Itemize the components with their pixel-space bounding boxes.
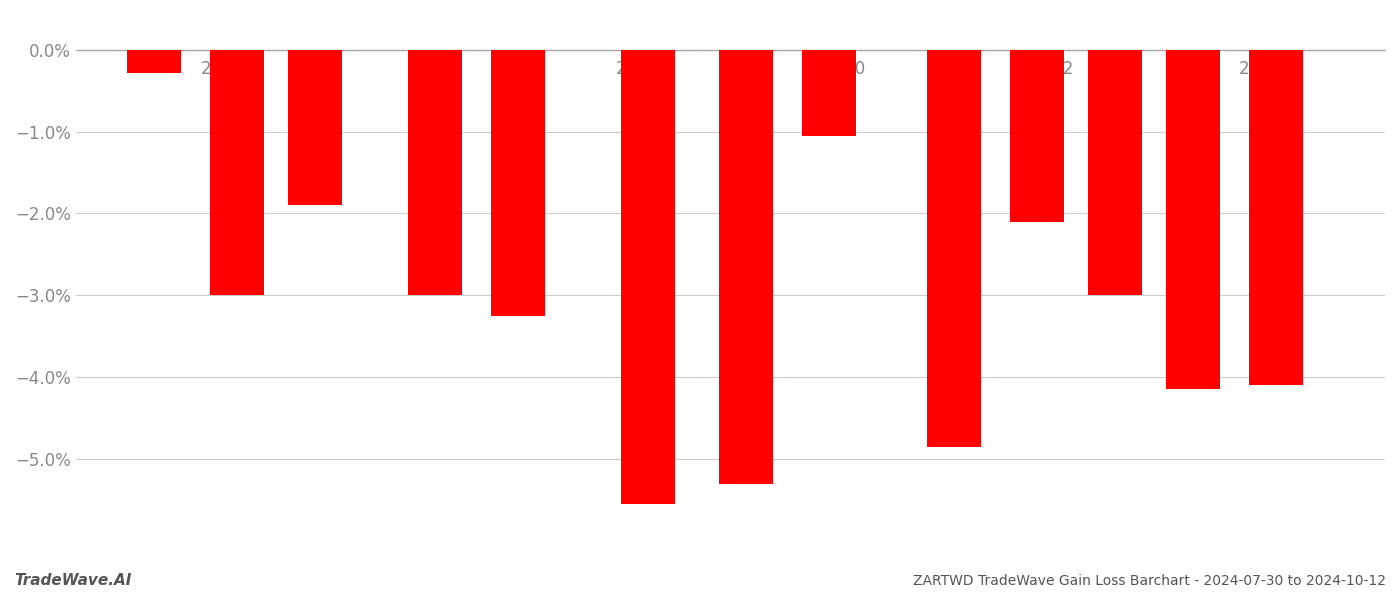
Bar: [927, 50, 981, 446]
Bar: [407, 50, 462, 295]
Bar: [1249, 50, 1303, 385]
Bar: [288, 50, 342, 205]
Bar: [620, 50, 675, 504]
Text: ZARTWD TradeWave Gain Loss Barchart - 2024-07-30 to 2024-10-12: ZARTWD TradeWave Gain Loss Barchart - 20…: [913, 574, 1386, 588]
Bar: [491, 50, 545, 316]
Bar: [1088, 50, 1142, 295]
Text: TradeWave.AI: TradeWave.AI: [14, 573, 132, 588]
Bar: [210, 50, 265, 295]
Bar: [1009, 50, 1064, 221]
Bar: [127, 50, 182, 73]
Bar: [1166, 50, 1219, 389]
Bar: [720, 50, 773, 484]
Bar: [802, 50, 857, 136]
